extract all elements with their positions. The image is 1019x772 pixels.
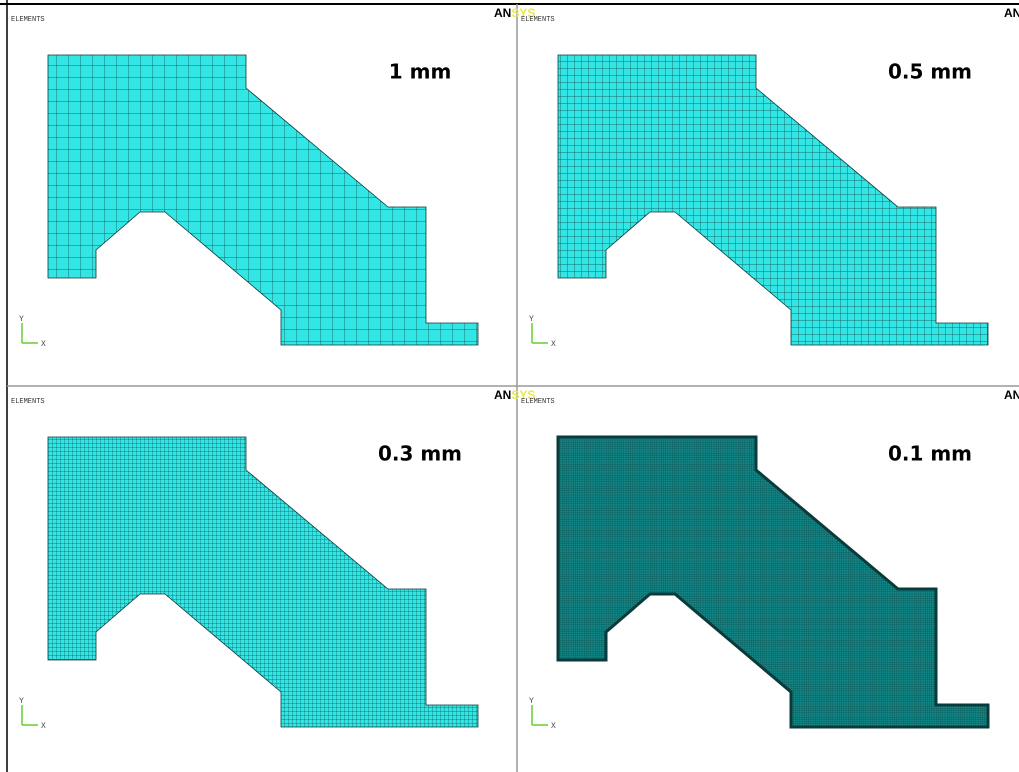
axis-y-label: Y (19, 697, 24, 706)
panel-header: ELEMENTS (11, 16, 45, 24)
figure: ELEMENTS ANSYS 1 mm Y X ELEMENTS ANSYS 0.5 mm Y X… (0, 0, 1019, 772)
mesh-size-label: 0.3 mm (378, 442, 462, 466)
axis-y-label: Y (529, 697, 534, 706)
logo-dark: AN (1004, 6, 1019, 20)
axis-x-label: X (41, 340, 46, 349)
logo: ANSYS (1004, 388, 1019, 402)
axis-x-label: X (551, 340, 556, 349)
logo: ANSYS (1004, 6, 1019, 20)
panel-header: ELEMENTS (11, 398, 45, 406)
logo-dark: AN (494, 6, 511, 20)
mesh-size-label: 1 mm (389, 60, 452, 84)
mesh-size-label: 0.1 mm (888, 442, 972, 466)
axis-x-label: X (551, 722, 556, 731)
logo-dark: AN (494, 388, 511, 402)
mesh-size-label: 0.5 mm (888, 60, 972, 84)
logo-dark: AN (1004, 388, 1019, 402)
axis-x-label: X (41, 722, 46, 731)
panel-header: ELEMENTS (521, 16, 555, 24)
axis-y-label: Y (19, 315, 24, 324)
axis-y-label: Y (529, 315, 534, 324)
panel-header: ELEMENTS (521, 398, 555, 406)
